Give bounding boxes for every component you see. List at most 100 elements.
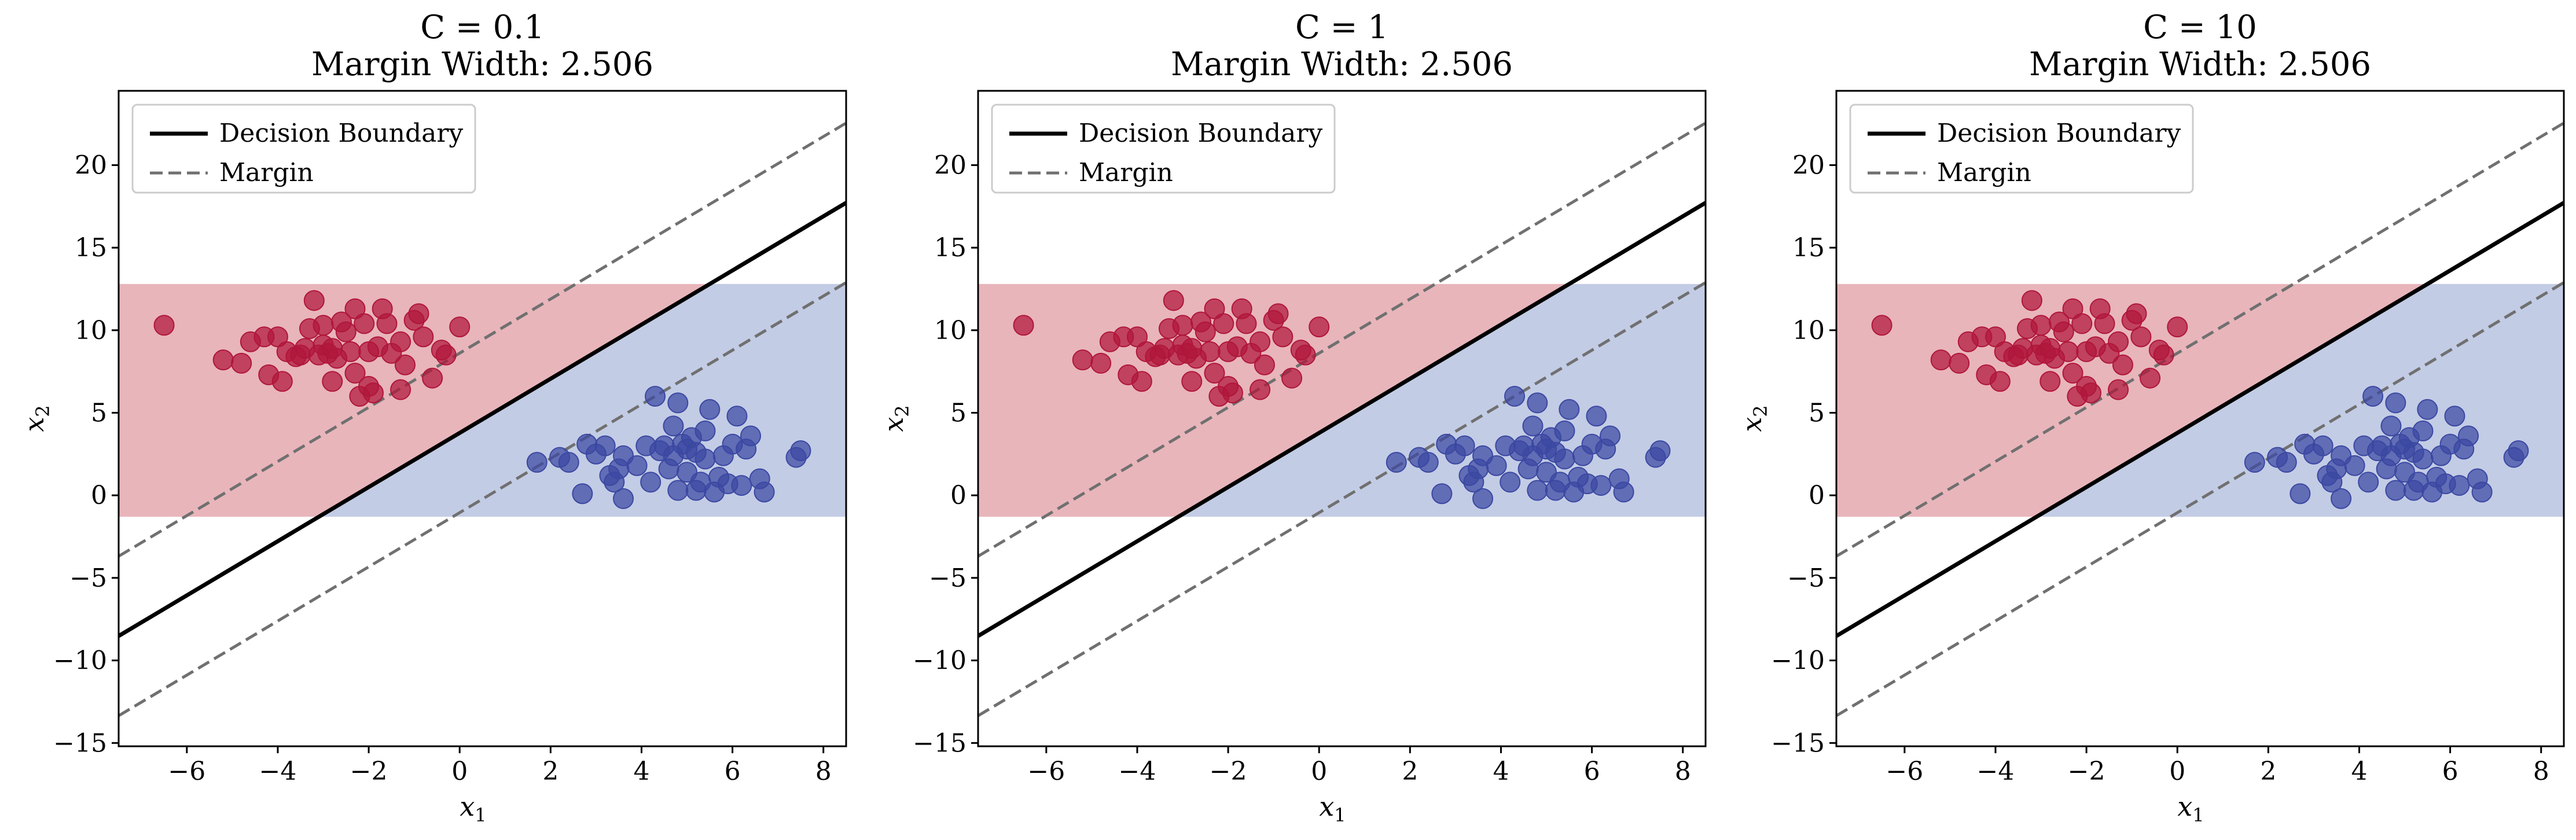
margin-line-lower — [1836, 281, 2564, 717]
data-point — [1163, 290, 1184, 311]
y-axis-label: x2 — [878, 405, 913, 432]
y-tick-label: −5 — [1787, 563, 1825, 593]
x-tick-label: −6 — [1886, 757, 1923, 786]
data-point — [1295, 344, 1316, 366]
data-point — [2153, 344, 2174, 366]
data-point — [1649, 440, 1671, 462]
data-point — [1281, 367, 1303, 389]
data-point — [408, 303, 429, 325]
x-tick-label: 0 — [2169, 757, 2185, 786]
data-point — [1131, 371, 1152, 392]
data-point — [2140, 367, 2161, 389]
data-point — [1204, 363, 1225, 384]
data-point — [2030, 315, 2052, 336]
data-point — [231, 352, 252, 374]
data-point — [754, 481, 775, 503]
x-tick-label: 4 — [1493, 757, 1509, 786]
chart-subtitle: Margin Width: 2.506 — [1171, 46, 1513, 83]
x-tick-label: 4 — [633, 757, 649, 786]
data-point — [413, 326, 434, 348]
y-tick-label: 20 — [1792, 150, 1825, 180]
legend: Decision Boundary Margin — [131, 104, 476, 194]
data-point — [394, 354, 416, 375]
data-point — [2412, 448, 2434, 470]
data-point — [1989, 371, 2011, 392]
y-tick-label: −5 — [69, 563, 107, 593]
y-tick-label: 10 — [1792, 316, 1825, 345]
data-point — [2449, 475, 2470, 496]
data-point — [2380, 415, 2402, 437]
series-blue — [526, 385, 811, 509]
y-axis-label: x2 — [19, 405, 54, 432]
data-point — [731, 475, 752, 496]
chart-title: C = 0.1 — [420, 9, 544, 46]
data-point — [1586, 406, 1607, 427]
data-point — [2331, 488, 2352, 509]
data-point — [2094, 313, 2115, 334]
data-point — [390, 379, 411, 400]
data-point — [2108, 331, 2129, 352]
x-tick-label: 0 — [1311, 757, 1327, 786]
data-point — [2385, 480, 2406, 501]
data-point — [1267, 303, 1289, 325]
data-point — [2062, 363, 2083, 384]
decision-boundary-line — [978, 201, 1706, 638]
data-point — [1417, 452, 1439, 473]
x-axis-label: x1 — [1319, 791, 1346, 826]
data-point — [1472, 488, 1494, 509]
x-tick-label: −6 — [168, 757, 205, 786]
data-point — [449, 316, 471, 338]
decision-boundary-line — [1836, 201, 2564, 638]
data-point — [740, 425, 762, 447]
data-point — [2412, 420, 2434, 441]
data-point — [2167, 316, 2188, 338]
data-point — [1431, 483, 1453, 504]
data-point — [1559, 399, 1580, 420]
data-point — [594, 435, 616, 456]
x-tick-label: −4 — [259, 757, 297, 786]
data-point — [526, 452, 547, 473]
y-tick-label: 15 — [1792, 233, 1825, 263]
data-point — [2471, 481, 2493, 503]
x-tick-label: −2 — [1210, 757, 1247, 786]
y-tick-label: −15 — [1771, 728, 1825, 758]
series-red — [153, 290, 471, 407]
data-point — [303, 290, 325, 311]
decision-boundary-line — [119, 201, 846, 638]
x-axis-label: x1 — [460, 791, 486, 826]
data-point — [1527, 392, 1548, 414]
data-point — [2112, 354, 2133, 375]
data-point — [1250, 331, 1271, 352]
x-tick-label: 2 — [1402, 757, 1418, 786]
data-point — [1613, 481, 1634, 503]
y-tick-label: −15 — [913, 728, 967, 758]
data-point — [613, 488, 634, 509]
legend-box — [991, 104, 1336, 194]
data-point — [2362, 385, 2384, 407]
x-tick-label: 2 — [2260, 757, 2276, 786]
data-point — [558, 452, 579, 473]
plot-area — [978, 121, 1706, 717]
legend: Decision Boundary Margin — [991, 104, 1336, 194]
data-point — [212, 349, 234, 371]
data-point — [1236, 313, 1257, 334]
data-point — [1199, 341, 1221, 362]
data-point — [2108, 379, 2129, 400]
x-tick-label: 2 — [542, 757, 558, 786]
data-point — [1554, 420, 1575, 441]
data-point — [1090, 352, 1112, 374]
data-point — [1486, 455, 1507, 476]
x-tick-label: 8 — [1675, 757, 1691, 786]
data-point — [2126, 303, 2147, 325]
data-point — [1554, 448, 1575, 470]
series-red — [1871, 290, 2188, 407]
plot-area — [1836, 121, 2564, 717]
data-point — [2021, 290, 2042, 311]
data-point — [663, 415, 684, 437]
x-tick-label: −4 — [1977, 757, 2015, 786]
data-point — [344, 363, 366, 384]
series-red — [1013, 290, 1330, 407]
data-point — [645, 385, 666, 407]
